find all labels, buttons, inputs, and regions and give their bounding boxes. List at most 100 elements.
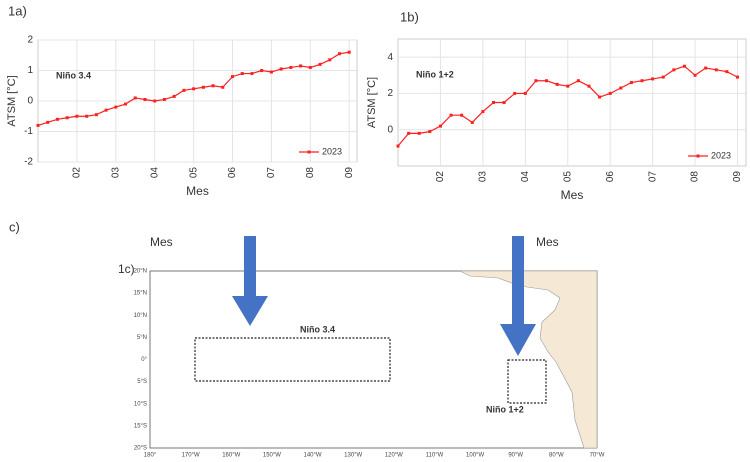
marker xyxy=(46,120,50,124)
lat-label: 5°S xyxy=(137,379,147,385)
marker xyxy=(337,52,341,56)
marker xyxy=(240,72,244,76)
marker xyxy=(481,110,485,114)
marker xyxy=(396,144,400,148)
lat-label: 5°N xyxy=(137,335,147,341)
marker xyxy=(143,97,147,101)
marker xyxy=(651,77,655,81)
marker xyxy=(221,85,225,89)
marker xyxy=(566,84,570,88)
marker xyxy=(704,66,708,70)
marker xyxy=(104,108,108,112)
x-tick-label: 03 xyxy=(478,171,489,183)
lon-label: 160°W xyxy=(222,453,240,459)
marker xyxy=(289,65,293,69)
marker xyxy=(94,113,98,117)
y-axis-label: ATSM [°C] xyxy=(366,77,378,128)
y-tick-label: 2 xyxy=(27,35,33,46)
marker xyxy=(682,64,686,68)
lat-label: 15°N xyxy=(134,291,147,297)
y-tick-label: 2 xyxy=(387,88,393,99)
x-tick-label: 09 xyxy=(732,171,743,183)
lon-label: 80°W xyxy=(549,453,564,459)
y-tick-label: 0 xyxy=(27,96,33,107)
marker xyxy=(201,85,205,89)
lat-label: 10°N xyxy=(134,313,147,319)
marker xyxy=(250,72,254,76)
lat-label: 20°N xyxy=(134,269,147,275)
marker xyxy=(608,91,612,95)
marker xyxy=(269,70,273,74)
x-axis-label: Mes xyxy=(561,188,584,202)
lon-label: 110°W xyxy=(426,453,444,459)
marker xyxy=(693,73,697,77)
plot-area xyxy=(397,38,747,167)
panel-label: c) xyxy=(9,219,20,234)
marker xyxy=(555,82,559,86)
marker xyxy=(661,75,665,79)
lon-label: 100°W xyxy=(466,453,484,459)
lon-label: 170°W xyxy=(182,453,200,459)
x-tick-label: 02 xyxy=(72,167,83,179)
marker xyxy=(133,96,137,100)
marker xyxy=(182,88,186,92)
marker xyxy=(736,75,740,79)
lat-label: 15°S xyxy=(134,423,147,429)
marker xyxy=(65,116,69,120)
marker xyxy=(598,95,602,99)
lon-label: 120°W xyxy=(385,453,403,459)
x-tick-label: 03 xyxy=(110,167,121,179)
marker xyxy=(279,67,283,71)
map-label: 1c) xyxy=(118,262,135,276)
lon-label: 70°W xyxy=(590,453,605,459)
marker xyxy=(460,113,464,117)
x-tick-label: 06 xyxy=(605,171,616,183)
legend-marker xyxy=(307,150,311,154)
y-axis-label: ATSM [°C] xyxy=(6,75,18,126)
marker xyxy=(587,84,591,88)
marker xyxy=(192,87,196,91)
marker xyxy=(124,102,128,106)
x-tick-label: 05 xyxy=(188,167,199,179)
map: Niño 3.4 Niño 1+2 xyxy=(149,236,598,449)
arrow xyxy=(232,236,268,326)
panel-label: 1a) xyxy=(8,3,27,18)
x-tick-label: 07 xyxy=(266,167,277,179)
marker xyxy=(36,123,40,127)
marker xyxy=(545,79,549,83)
marker xyxy=(172,94,176,98)
x-tick-label: 08 xyxy=(690,171,701,183)
marker xyxy=(260,69,264,72)
marker xyxy=(640,79,644,83)
lon-label: 180° xyxy=(144,453,157,459)
x-tick-label: 07 xyxy=(647,171,658,183)
marker xyxy=(513,91,517,95)
nino12-box xyxy=(507,359,547,404)
x-tick-label: 06 xyxy=(227,167,238,179)
marker xyxy=(619,86,623,90)
lat-label: 20°S xyxy=(134,446,147,452)
y-tick-label: 4 xyxy=(387,52,393,63)
marker xyxy=(502,101,506,104)
x-tick-label: 05 xyxy=(562,171,573,183)
marker xyxy=(231,75,235,79)
marker xyxy=(318,62,322,66)
x-tick-label: 08 xyxy=(305,167,316,179)
stray-text: Mes xyxy=(536,235,559,249)
annotation: Niño 3.4 xyxy=(56,70,91,80)
lon-label: 150°W xyxy=(263,453,281,459)
lon-label: 130°W xyxy=(344,453,362,459)
legend-label: 2023 xyxy=(322,146,342,156)
marker xyxy=(534,79,538,83)
marker xyxy=(438,124,442,128)
x-tick-label: 04 xyxy=(520,171,531,183)
marker xyxy=(449,113,453,117)
x-tick-label: 09 xyxy=(344,167,355,179)
marker xyxy=(491,101,495,104)
lat-label: 0° xyxy=(141,357,147,363)
marker xyxy=(417,131,421,135)
x-tick-label: 04 xyxy=(149,167,160,179)
y-tick-label: 0 xyxy=(387,124,393,135)
marker xyxy=(470,120,474,124)
